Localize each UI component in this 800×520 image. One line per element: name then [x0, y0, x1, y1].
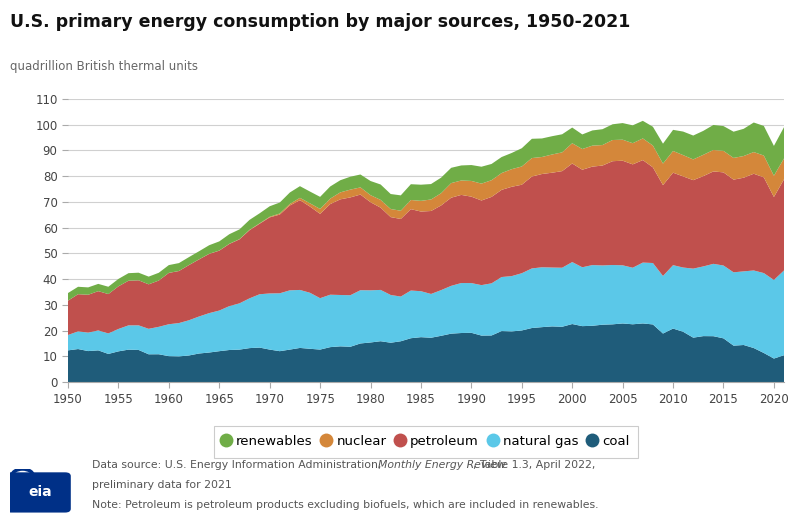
Text: Note: Petroleum is petroleum products excluding biofuels, which are included in : Note: Petroleum is petroleum products ex…	[92, 500, 598, 510]
Text: preliminary data for 2021: preliminary data for 2021	[92, 480, 232, 490]
Text: eia: eia	[28, 485, 52, 499]
Text: Monthly Energy Review: Monthly Energy Review	[378, 460, 506, 470]
Text: quadrillion British thermal units: quadrillion British thermal units	[10, 60, 198, 73]
FancyBboxPatch shape	[6, 472, 70, 513]
Text: , Table 1.3, April 2022,: , Table 1.3, April 2022,	[473, 460, 595, 470]
Text: Data source: U.S. Energy Information Administration,: Data source: U.S. Energy Information Adm…	[92, 460, 385, 470]
Legend: renewables, nuclear, petroleum, natural gas, coal: renewables, nuclear, petroleum, natural …	[214, 426, 638, 458]
Text: U.S. primary energy consumption by major sources, 1950-2021: U.S. primary energy consumption by major…	[10, 13, 630, 31]
